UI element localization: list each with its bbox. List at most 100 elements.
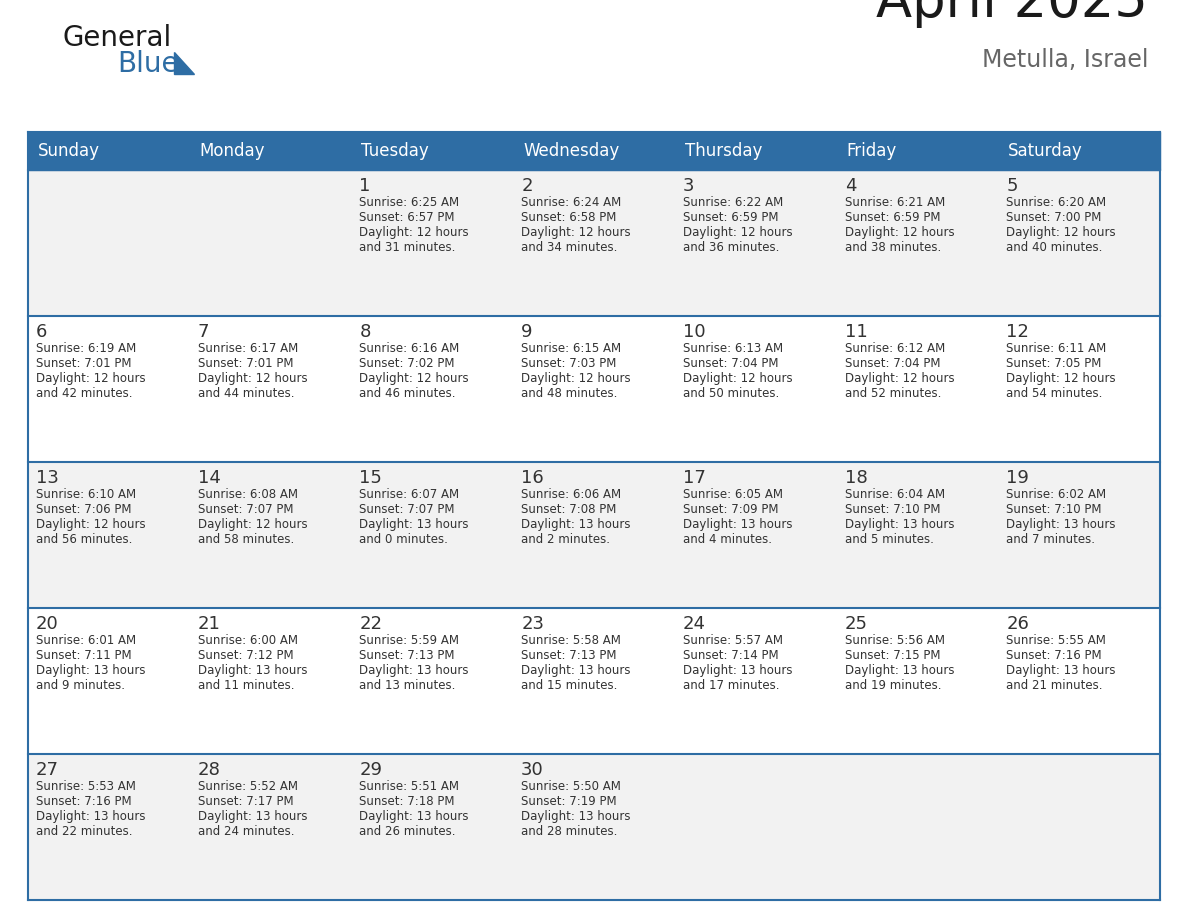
Text: Saturday: Saturday xyxy=(1009,142,1083,160)
Text: Sunset: 6:57 PM: Sunset: 6:57 PM xyxy=(360,211,455,224)
Text: and 22 minutes.: and 22 minutes. xyxy=(36,825,133,838)
Text: Sunrise: 6:00 AM: Sunrise: 6:00 AM xyxy=(197,634,298,647)
Text: Sunrise: 5:55 AM: Sunrise: 5:55 AM xyxy=(1006,634,1106,647)
Text: Sunrise: 6:21 AM: Sunrise: 6:21 AM xyxy=(845,196,944,209)
Text: Daylight: 13 hours: Daylight: 13 hours xyxy=(36,664,145,677)
Text: Sunrise: 6:24 AM: Sunrise: 6:24 AM xyxy=(522,196,621,209)
Text: and 28 minutes.: and 28 minutes. xyxy=(522,825,618,838)
Text: Sunrise: 5:58 AM: Sunrise: 5:58 AM xyxy=(522,634,621,647)
Text: Daylight: 13 hours: Daylight: 13 hours xyxy=(683,664,792,677)
Text: 6: 6 xyxy=(36,323,48,341)
Text: Daylight: 13 hours: Daylight: 13 hours xyxy=(360,518,469,531)
Text: Friday: Friday xyxy=(847,142,897,160)
Text: and 54 minutes.: and 54 minutes. xyxy=(1006,387,1102,400)
Text: Sunset: 7:14 PM: Sunset: 7:14 PM xyxy=(683,649,778,662)
Text: Sunset: 7:01 PM: Sunset: 7:01 PM xyxy=(36,357,132,370)
Text: Sunrise: 6:13 AM: Sunrise: 6:13 AM xyxy=(683,342,783,355)
Text: Sunrise: 5:51 AM: Sunrise: 5:51 AM xyxy=(360,780,460,793)
Text: 14: 14 xyxy=(197,469,221,487)
Text: Sunset: 7:06 PM: Sunset: 7:06 PM xyxy=(36,503,132,516)
Text: and 56 minutes.: and 56 minutes. xyxy=(36,533,132,546)
Text: 26: 26 xyxy=(1006,615,1029,633)
Text: 29: 29 xyxy=(360,761,383,779)
Text: 27: 27 xyxy=(36,761,59,779)
Text: Sunrise: 5:53 AM: Sunrise: 5:53 AM xyxy=(36,780,135,793)
Text: and 34 minutes.: and 34 minutes. xyxy=(522,241,618,254)
Text: Sunrise: 6:12 AM: Sunrise: 6:12 AM xyxy=(845,342,944,355)
Text: April 2025: April 2025 xyxy=(876,0,1148,28)
Text: and 50 minutes.: and 50 minutes. xyxy=(683,387,779,400)
Text: and 52 minutes.: and 52 minutes. xyxy=(845,387,941,400)
Bar xyxy=(29,170,1159,316)
Bar xyxy=(29,754,1159,900)
Text: Sunrise: 6:05 AM: Sunrise: 6:05 AM xyxy=(683,488,783,501)
Text: Daylight: 13 hours: Daylight: 13 hours xyxy=(360,810,469,823)
Text: 5: 5 xyxy=(1006,177,1018,195)
Text: Sunset: 7:02 PM: Sunset: 7:02 PM xyxy=(360,357,455,370)
Text: Sunset: 7:18 PM: Sunset: 7:18 PM xyxy=(360,795,455,808)
Text: and 13 minutes.: and 13 minutes. xyxy=(360,679,456,692)
Text: and 46 minutes.: and 46 minutes. xyxy=(360,387,456,400)
Text: Daylight: 13 hours: Daylight: 13 hours xyxy=(1006,518,1116,531)
Text: Daylight: 12 hours: Daylight: 12 hours xyxy=(845,226,954,239)
Text: and 38 minutes.: and 38 minutes. xyxy=(845,241,941,254)
Text: and 15 minutes.: and 15 minutes. xyxy=(522,679,618,692)
Text: Daylight: 12 hours: Daylight: 12 hours xyxy=(36,372,146,385)
Text: Sunrise: 6:17 AM: Sunrise: 6:17 AM xyxy=(197,342,298,355)
Text: Daylight: 12 hours: Daylight: 12 hours xyxy=(683,226,792,239)
Text: Tuesday: Tuesday xyxy=(361,142,429,160)
Text: and 44 minutes.: and 44 minutes. xyxy=(197,387,295,400)
Text: Blue: Blue xyxy=(116,50,178,78)
Text: Daylight: 12 hours: Daylight: 12 hours xyxy=(360,226,469,239)
Text: Sunset: 6:58 PM: Sunset: 6:58 PM xyxy=(522,211,617,224)
Text: and 17 minutes.: and 17 minutes. xyxy=(683,679,779,692)
Text: Daylight: 13 hours: Daylight: 13 hours xyxy=(197,664,308,677)
Text: 3: 3 xyxy=(683,177,694,195)
Text: Sunset: 7:19 PM: Sunset: 7:19 PM xyxy=(522,795,617,808)
Text: Sunset: 7:04 PM: Sunset: 7:04 PM xyxy=(683,357,778,370)
Text: Daylight: 13 hours: Daylight: 13 hours xyxy=(36,810,145,823)
Text: Daylight: 12 hours: Daylight: 12 hours xyxy=(522,226,631,239)
Text: and 19 minutes.: and 19 minutes. xyxy=(845,679,941,692)
Text: and 40 minutes.: and 40 minutes. xyxy=(1006,241,1102,254)
Text: 16: 16 xyxy=(522,469,544,487)
Bar xyxy=(29,316,1159,462)
Text: and 7 minutes.: and 7 minutes. xyxy=(1006,533,1095,546)
Text: Daylight: 13 hours: Daylight: 13 hours xyxy=(845,664,954,677)
Text: 13: 13 xyxy=(36,469,59,487)
Text: 25: 25 xyxy=(845,615,867,633)
Text: Sunset: 7:16 PM: Sunset: 7:16 PM xyxy=(1006,649,1102,662)
Text: 24: 24 xyxy=(683,615,706,633)
Text: 15: 15 xyxy=(360,469,383,487)
Text: 7: 7 xyxy=(197,323,209,341)
Text: Sunset: 6:59 PM: Sunset: 6:59 PM xyxy=(683,211,778,224)
Text: and 21 minutes.: and 21 minutes. xyxy=(1006,679,1102,692)
Text: Daylight: 13 hours: Daylight: 13 hours xyxy=(683,518,792,531)
Text: Sunset: 7:09 PM: Sunset: 7:09 PM xyxy=(683,503,778,516)
Text: Daylight: 13 hours: Daylight: 13 hours xyxy=(522,810,631,823)
Text: Sunset: 7:12 PM: Sunset: 7:12 PM xyxy=(197,649,293,662)
Text: Sunset: 7:10 PM: Sunset: 7:10 PM xyxy=(1006,503,1101,516)
Text: Sunset: 7:07 PM: Sunset: 7:07 PM xyxy=(360,503,455,516)
Text: Sunset: 7:13 PM: Sunset: 7:13 PM xyxy=(360,649,455,662)
Text: 18: 18 xyxy=(845,469,867,487)
Text: and 48 minutes.: and 48 minutes. xyxy=(522,387,618,400)
Text: Sunrise: 6:01 AM: Sunrise: 6:01 AM xyxy=(36,634,137,647)
Text: and 4 minutes.: and 4 minutes. xyxy=(683,533,772,546)
Text: Sunset: 7:01 PM: Sunset: 7:01 PM xyxy=(197,357,293,370)
Text: and 42 minutes.: and 42 minutes. xyxy=(36,387,133,400)
Text: Sunset: 7:04 PM: Sunset: 7:04 PM xyxy=(845,357,940,370)
Text: Thursday: Thursday xyxy=(684,142,763,160)
Text: 9: 9 xyxy=(522,323,532,341)
Text: Sunset: 7:03 PM: Sunset: 7:03 PM xyxy=(522,357,617,370)
Text: Daylight: 13 hours: Daylight: 13 hours xyxy=(845,518,954,531)
Text: Sunset: 7:08 PM: Sunset: 7:08 PM xyxy=(522,503,617,516)
Bar xyxy=(29,608,1159,754)
Text: and 58 minutes.: and 58 minutes. xyxy=(197,533,293,546)
Text: Sunrise: 5:59 AM: Sunrise: 5:59 AM xyxy=(360,634,460,647)
Text: Daylight: 12 hours: Daylight: 12 hours xyxy=(683,372,792,385)
Text: and 24 minutes.: and 24 minutes. xyxy=(197,825,295,838)
Text: Sunday: Sunday xyxy=(38,142,100,160)
Text: 22: 22 xyxy=(360,615,383,633)
Text: Daylight: 12 hours: Daylight: 12 hours xyxy=(1006,372,1116,385)
